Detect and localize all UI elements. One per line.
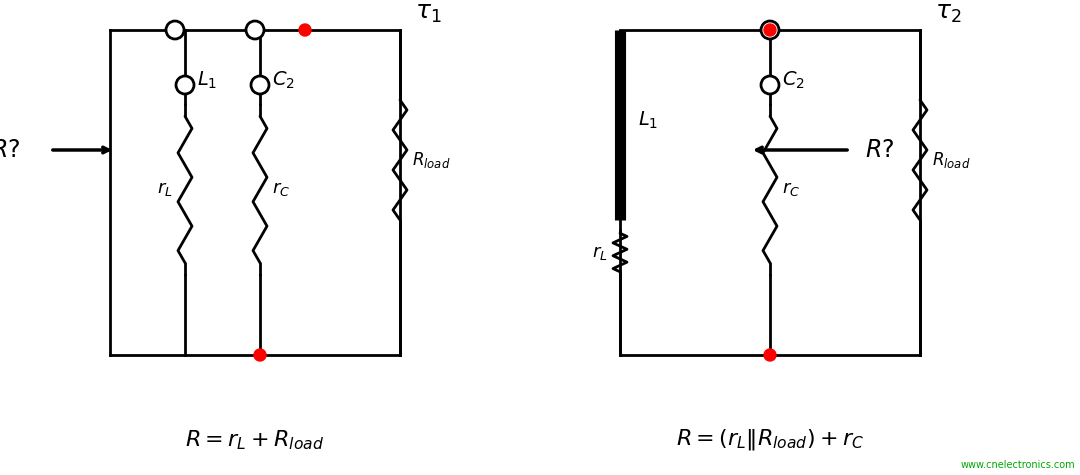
Text: $R?$: $R?$	[865, 138, 894, 162]
Text: $r_C$: $r_C$	[782, 180, 800, 199]
Circle shape	[299, 24, 311, 36]
Circle shape	[251, 76, 269, 94]
Circle shape	[764, 349, 777, 361]
Text: $L_1$: $L_1$	[197, 69, 217, 91]
Text: $r_L$: $r_L$	[592, 244, 608, 262]
Text: $R_{load}$: $R_{load}$	[411, 150, 450, 170]
Circle shape	[764, 24, 777, 36]
Text: $R?$: $R?$	[0, 138, 21, 162]
Circle shape	[254, 349, 266, 361]
Text: $r_C$: $r_C$	[272, 180, 291, 199]
Text: $r_L$: $r_L$	[158, 180, 173, 199]
Circle shape	[176, 76, 194, 94]
Text: $\tau_2$: $\tau_2$	[935, 1, 961, 25]
Text: $R = r_L + R_{load}$: $R = r_L + R_{load}$	[186, 428, 325, 452]
Circle shape	[166, 21, 184, 39]
Text: $\tau_1$: $\tau_1$	[415, 1, 442, 25]
Circle shape	[246, 21, 264, 39]
Text: $C_2$: $C_2$	[272, 69, 295, 91]
Text: $C_2$: $C_2$	[782, 69, 805, 91]
Circle shape	[761, 76, 779, 94]
Text: $R_{load}$: $R_{load}$	[932, 150, 971, 170]
Text: $R = (r_L \| R_{load}) + r_C$: $R = (r_L \| R_{load}) + r_C$	[676, 428, 864, 453]
Text: www.cnelectronics.com: www.cnelectronics.com	[960, 460, 1075, 470]
Circle shape	[761, 21, 779, 39]
Text: $L_1$: $L_1$	[638, 109, 658, 131]
